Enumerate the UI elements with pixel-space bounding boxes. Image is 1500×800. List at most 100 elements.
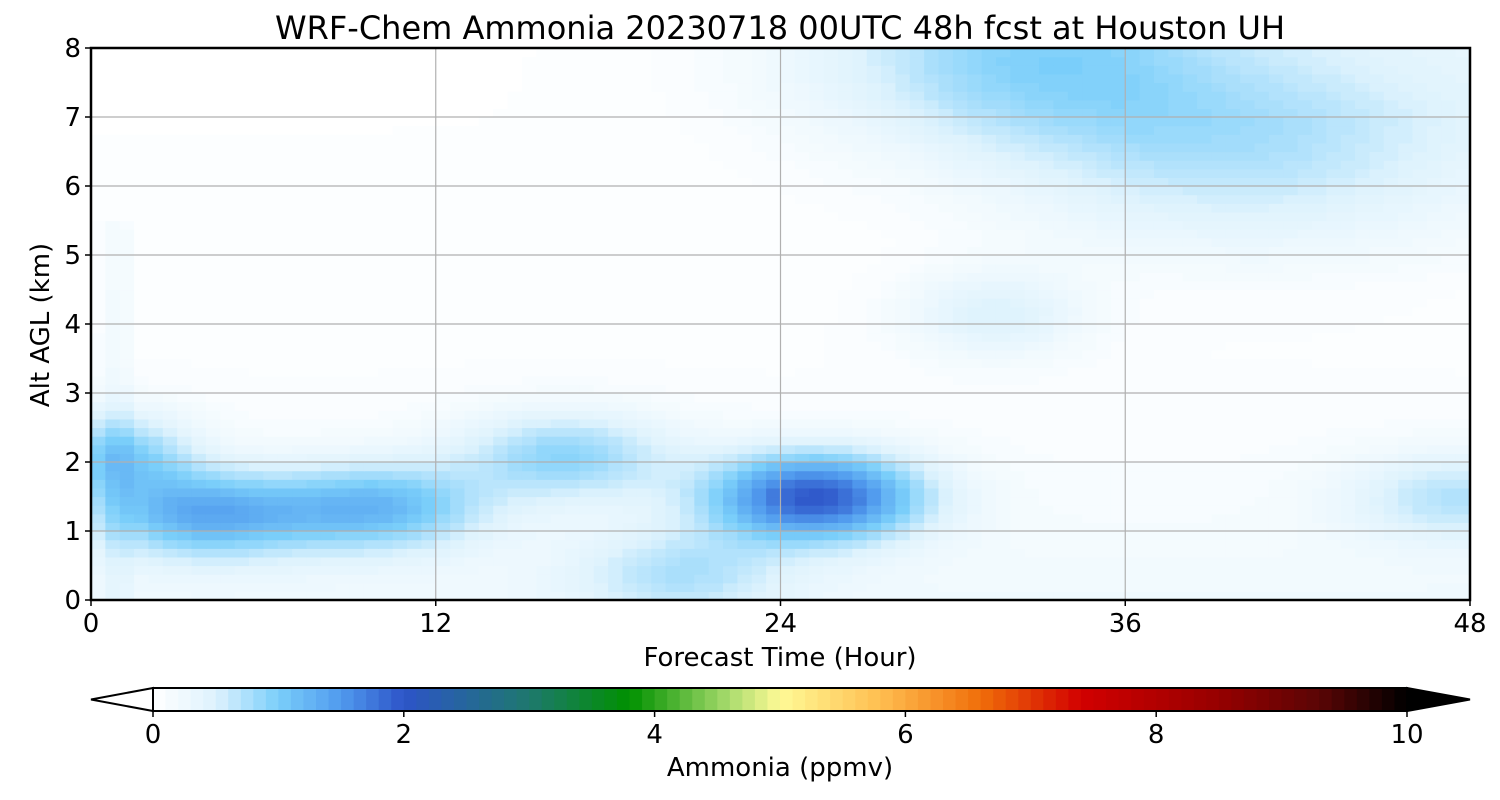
heatmap-cell [220, 220, 236, 230]
heatmap-cell [1426, 582, 1442, 592]
heatmap-cell [162, 263, 178, 273]
heatmap-cell [464, 401, 480, 411]
heatmap-cell [450, 349, 466, 360]
heatmap-cell [1369, 410, 1385, 420]
heatmap-cell [1067, 298, 1083, 308]
heatmap-cell [1197, 177, 1213, 187]
heatmap-cell [435, 574, 451, 584]
heatmap-cell [1082, 496, 1098, 506]
heatmap-cell [1383, 487, 1399, 498]
heatmap-cell [708, 280, 724, 291]
heatmap-cell [1110, 272, 1126, 282]
heatmap-cell [1197, 186, 1213, 196]
heatmap-cell [608, 151, 624, 161]
heatmap-cell [220, 272, 236, 282]
heatmap-cell [1311, 289, 1327, 299]
heatmap-cell [1153, 229, 1169, 239]
heatmap-cell [105, 151, 121, 161]
heatmap-cell [363, 315, 379, 325]
heatmap-cell [1139, 315, 1155, 325]
heatmap-cell [450, 246, 466, 256]
heatmap-cell [823, 401, 839, 411]
heatmap-cell [924, 548, 940, 558]
heatmap-cell [363, 177, 379, 187]
heatmap-cell [1110, 582, 1126, 592]
heatmap-cell [1082, 160, 1098, 170]
heatmap-cell [852, 237, 868, 247]
heatmap-cell [794, 418, 810, 429]
heatmap-cell [1211, 177, 1227, 187]
heatmap-cell [1010, 470, 1026, 480]
heatmap-cell [1311, 591, 1327, 600]
heatmap-cell [478, 194, 494, 204]
heatmap-cell [1211, 505, 1227, 515]
heatmap-cell [723, 393, 738, 403]
heatmap-cell [608, 539, 624, 549]
heatmap-cell [881, 436, 897, 446]
heatmap-cell [1240, 582, 1256, 592]
heatmap-cell [162, 470, 178, 480]
heatmap-cell [1355, 582, 1371, 592]
heatmap-cell [938, 186, 954, 196]
heatmap-cell [1182, 246, 1198, 256]
heatmap-cell [866, 410, 882, 420]
heatmap-cell [852, 496, 868, 506]
heatmap-cell [392, 539, 408, 549]
heatmap-cell [636, 479, 652, 489]
heatmap-cell [407, 194, 422, 204]
heatmap-cell [1039, 349, 1055, 360]
heatmap-cell [1110, 332, 1126, 342]
heatmap-cell [981, 531, 997, 541]
heatmap-cell [794, 367, 810, 377]
heatmap-cell [608, 211, 624, 222]
heatmap-cell [378, 418, 394, 429]
heatmap-cell [967, 298, 983, 308]
heatmap-cell [766, 427, 782, 437]
heatmap-cell [119, 418, 135, 429]
heatmap-cell [909, 539, 925, 549]
heatmap-cell [263, 444, 279, 454]
heatmap-cell [952, 487, 968, 498]
heatmap-cell [780, 358, 796, 368]
heatmap-cell [263, 263, 279, 273]
heatmap-cell [148, 255, 164, 265]
heatmap-cell [766, 220, 782, 230]
heatmap-cell [780, 263, 796, 273]
heatmap-cell [1211, 453, 1227, 463]
heatmap-cell [881, 194, 897, 204]
heatmap-cell [780, 393, 796, 403]
heatmap-cell [1096, 427, 1112, 437]
heatmap-cell [1383, 263, 1399, 273]
heatmap-cell [694, 539, 710, 549]
heatmap-cell [1355, 349, 1371, 360]
heatmap-cell [91, 186, 106, 196]
heatmap-cell [909, 522, 925, 532]
heatmap-cell [866, 548, 882, 558]
heatmap-cell [536, 229, 552, 239]
heatmap-cell [306, 539, 322, 549]
heatmap-cell [895, 522, 911, 532]
heatmap-cell [679, 548, 695, 558]
heatmap-cell [292, 358, 308, 368]
heatmap-cell [608, 168, 624, 178]
heatmap-cell [277, 255, 293, 265]
heatmap-cell [205, 539, 221, 549]
heatmap-cell [205, 332, 221, 342]
heatmap-cell [809, 272, 825, 282]
heatmap-cell [1369, 574, 1385, 584]
heatmap-cell [1240, 479, 1256, 489]
heatmap-cell [292, 177, 308, 187]
heatmap-cell [1455, 220, 1470, 230]
heatmap-cell [665, 324, 681, 334]
heatmap-cell [378, 470, 394, 480]
heatmap-cell [679, 513, 695, 523]
heatmap-cell [450, 393, 466, 403]
heatmap-cell [1441, 324, 1457, 334]
heatmap-cell [91, 401, 106, 411]
heatmap-cell [651, 401, 667, 411]
heatmap-cell [636, 496, 652, 506]
heatmap-cell [1153, 151, 1169, 161]
heatmap-cell [450, 505, 466, 515]
heatmap-cell [1455, 349, 1470, 360]
heatmap-cell [967, 194, 983, 204]
